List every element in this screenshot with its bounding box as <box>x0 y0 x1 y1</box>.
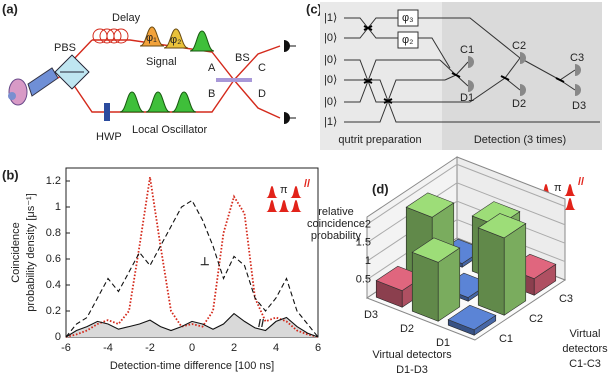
label: A <box>208 62 216 74</box>
panel-label: (a) <box>2 1 18 16</box>
shape <box>290 46 296 118</box>
row-label: D2 <box>400 323 414 335</box>
bar <box>412 238 460 321</box>
detector-label: C3 <box>570 52 584 64</box>
y-tick-label: 1.2 <box>46 175 61 187</box>
label: Signal <box>146 56 177 68</box>
panel-label: (d) <box>372 181 389 196</box>
panel-label: (b) <box>2 167 19 182</box>
x-tick-label: 6 <box>315 342 321 354</box>
shape <box>442 2 602 150</box>
shape <box>8 92 16 100</box>
bar-side <box>504 224 526 316</box>
x-tick-label: 0 <box>189 342 195 354</box>
column-label: C3 <box>559 293 573 305</box>
ket-label: |0⟩ <box>324 96 337 108</box>
axis-label: C1-C3 <box>569 358 601 370</box>
axis-label: Virtual <box>570 328 601 340</box>
phase-label: φ₂ <box>402 34 413 46</box>
shape <box>320 2 442 150</box>
detector-label: D1 <box>460 92 474 104</box>
label: PBS <box>54 42 76 54</box>
y-tick-label: 0.4 <box>46 279 61 291</box>
z-axis-label: relative <box>318 206 353 218</box>
area <box>66 314 318 337</box>
row-label: D3 <box>364 309 378 321</box>
section-label: Detection (3 times) <box>474 134 566 146</box>
line <box>66 201 318 338</box>
setup-diagram: Delay PBS Signal BS HWP Local Oscillator… <box>8 12 296 143</box>
label: HWP <box>96 131 122 143</box>
bar <box>478 213 526 315</box>
icon-label: π <box>280 184 288 196</box>
shape <box>104 103 110 121</box>
ket-label: |1⟩ <box>324 12 337 24</box>
icon-label: // <box>578 176 584 188</box>
detector-label: C2 <box>512 40 526 52</box>
axis-label: Virtual detectors <box>372 349 452 361</box>
x-tick-label: 2 <box>231 342 237 354</box>
label: C <box>258 62 266 74</box>
z-tick-label: 2 <box>365 218 371 230</box>
bar-side <box>478 228 504 315</box>
detector-label: D3 <box>572 100 586 112</box>
x-tick-label: -2 <box>145 342 155 354</box>
z-tick-label: 1 <box>365 255 371 267</box>
x-axis-label: Detection-time difference [100 ns] <box>110 360 274 372</box>
y-axis-label: Coincidence <box>10 222 22 283</box>
x-tick-label: -4 <box>103 342 113 354</box>
section-label: qutrit preparation <box>338 134 421 146</box>
panel-label: (c) <box>306 1 322 16</box>
shape <box>190 31 214 51</box>
ket-label: |0⟩ <box>324 54 337 66</box>
column-label: C2 <box>529 313 543 325</box>
detector-label: C1 <box>460 44 474 56</box>
icon-label: π <box>554 182 562 194</box>
y-tick-label: 0.8 <box>46 227 61 239</box>
label: φ₁ <box>146 32 157 44</box>
shape <box>9 79 27 105</box>
label: Delay <box>112 12 141 24</box>
column-label: C1 <box>499 333 513 345</box>
bar-side <box>412 252 438 321</box>
x-tick-label: 4 <box>273 342 279 354</box>
z-axis-label: probability <box>311 230 362 242</box>
label: φ₂ <box>170 34 181 46</box>
series-label: // <box>258 318 264 330</box>
y-tick-label: 1 <box>55 201 61 213</box>
x-tick-label: -6 <box>61 342 71 354</box>
shape <box>28 68 58 96</box>
ket-label: |0⟩ <box>324 74 337 86</box>
label: B <box>208 88 215 100</box>
y-tick-label: 0.2 <box>46 305 61 317</box>
label: Local Oscillator <box>132 124 208 136</box>
line <box>66 177 318 337</box>
y-tick-label: 0.6 <box>46 253 61 265</box>
axis-label: detectors <box>562 343 608 355</box>
axis-label: D1-D3 <box>396 364 428 376</box>
pulse-icon: π // <box>266 178 310 212</box>
label: D <box>258 88 266 100</box>
circuit-diagram: |1⟩ |0⟩ |0⟩ |0⟩ |0⟩ |1⟩ φ₃ φ₂ C1 D1 C2 D2 C3 D3 qutrit… <box>320 2 602 150</box>
ket-label: |0⟩ <box>324 32 337 44</box>
icon-label: // <box>304 178 310 190</box>
series-label: ⊥ <box>200 256 210 268</box>
shape <box>120 92 196 112</box>
ket-label: |1⟩ <box>324 116 337 128</box>
y-tick-label: 0 <box>55 331 61 343</box>
z-tick-label: 0.5 <box>356 273 371 285</box>
detector-label: D2 <box>512 98 526 110</box>
phase-label: φ₃ <box>402 12 414 24</box>
row-label: D1 <box>436 337 450 349</box>
z-axis-label: coincidence <box>307 218 365 230</box>
shape <box>284 40 290 124</box>
y-axis-label: probability density [μs⁻¹] <box>25 193 37 312</box>
label: BS <box>235 52 250 64</box>
